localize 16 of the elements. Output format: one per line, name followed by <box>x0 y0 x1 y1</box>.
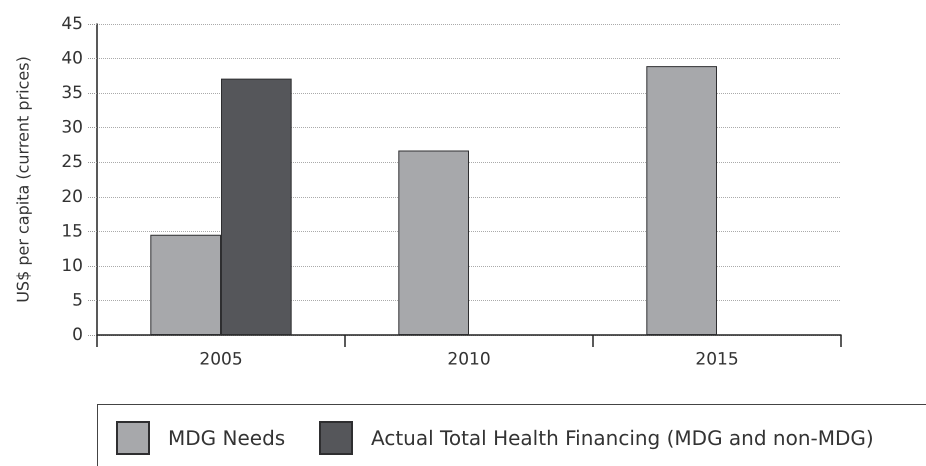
y-tick-label: 25 <box>61 152 83 172</box>
y-tick-label: 0 <box>72 325 83 345</box>
y-axis-title: US$ per capita (current prices) <box>14 56 32 303</box>
y-tick-label: 45 <box>61 14 83 34</box>
y-tick-label: 30 <box>61 118 83 138</box>
y-tick-label: 10 <box>61 256 83 276</box>
legend-label: Actual Total Health Financing (MDG and non-MDG) <box>371 426 874 450</box>
y-tick-label: 35 <box>61 83 83 104</box>
y-tick-label: 40 <box>61 48 83 69</box>
legend-label: MDG Needs <box>168 426 286 450</box>
x-tick-label: 2015 <box>695 350 739 370</box>
y-tick-label: 15 <box>61 221 83 242</box>
x-tick-label: 2005 <box>199 350 243 370</box>
x-tick-label: 2010 <box>447 350 491 370</box>
y-tick-label: 20 <box>61 186 83 207</box>
y-tick-label: 5 <box>72 290 83 310</box>
